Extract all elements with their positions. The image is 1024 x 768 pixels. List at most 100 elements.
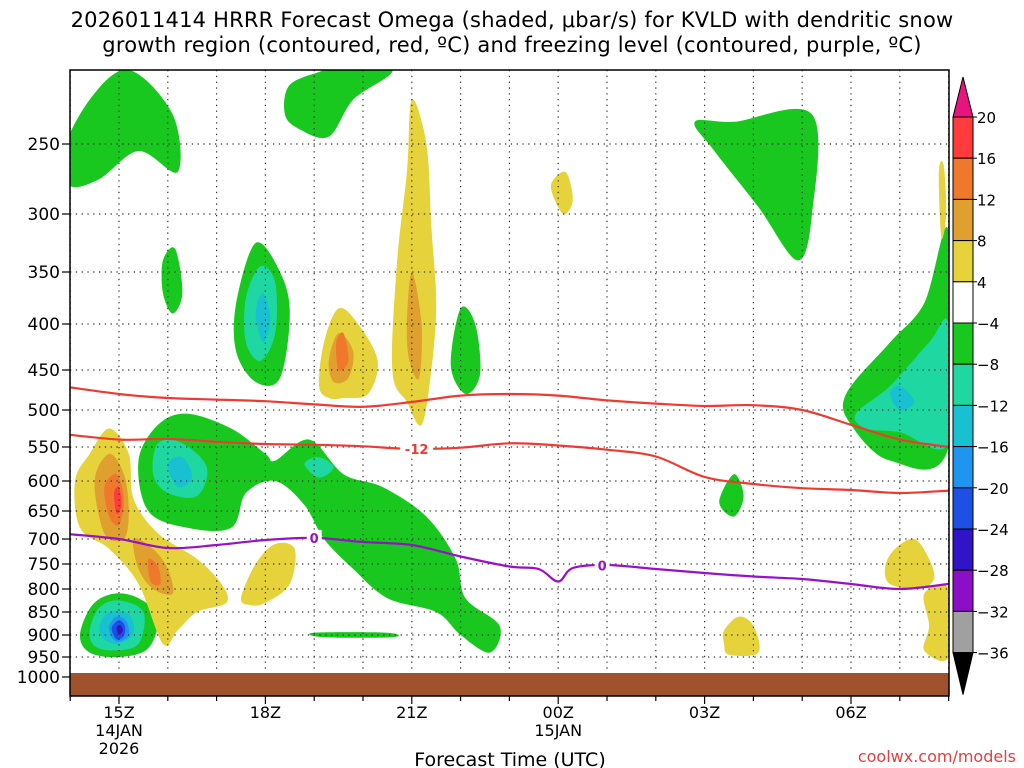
colorbar-swatch-2	[952, 198, 974, 242]
x-tick-sublabel-15Z-0: 14JAN	[95, 721, 143, 740]
y-tick-label-950: 950	[28, 648, 60, 668]
omega-region-m4	[694, 108, 819, 261]
contour-label-bg-2-1	[594, 557, 610, 574]
y-tick-label-800: 800	[28, 580, 60, 600]
omega-region-p12	[147, 558, 161, 586]
chart-title-line-1: 2026011414 HRRR Forecast Omega (shaded, …	[70, 8, 954, 32]
omega-region-m8	[304, 457, 334, 478]
y-axis: 250 300 350 400 450 500 550 600 650 700 750 800 850 9…	[17, 135, 70, 688]
colorbar-swatch-0	[952, 116, 974, 159]
colorbar-bottom-arrow	[952, 652, 974, 695]
colorbar-label-7: −12	[977, 397, 1009, 415]
colorbar-label-6: −8	[977, 356, 999, 374]
omega-region-p4	[391, 99, 437, 426]
colorbar-swatch-9	[952, 487, 974, 530]
y-tick-label-900: 900	[28, 626, 60, 646]
x-tick-label-15Z: 15Z	[103, 703, 134, 722]
y-tick-label-700: 700	[28, 530, 60, 550]
colorbar-label-12: −32	[977, 603, 1009, 621]
y-tick-label-500: 500	[28, 401, 60, 421]
colorbar-swatch-7	[952, 404, 974, 448]
omega-region-m8	[854, 318, 949, 450]
colorbar-label-4: 4	[977, 274, 987, 292]
omega-region-p16	[114, 486, 122, 515]
x-tick-label-18Z: 18Z	[250, 703, 281, 722]
omega-region-p4	[923, 584, 949, 662]
y-tick-label-750: 750	[28, 555, 60, 575]
colorbar-swatch-1	[952, 157, 974, 200]
colorbar-label-9: −20	[977, 480, 1009, 498]
colorbar-top-arrow	[952, 76, 974, 118]
y-tick-label-350: 350	[28, 263, 60, 283]
temperature-contours: -12 0 0	[70, 386, 949, 591]
omega-region-p4	[240, 542, 296, 606]
colorbar: 20 16 12 8 4 −4 −8 −12 −16 −20 −24 −28 −32 −36	[952, 76, 1009, 695]
omega-region-p8	[406, 272, 423, 380]
contour-line-1	[70, 433, 949, 495]
ground-fill	[70, 673, 949, 696]
ground-bar	[70, 673, 949, 696]
y-tick-label-550: 550	[28, 438, 60, 458]
colorbar-swatch-12	[952, 610, 974, 654]
contour-line-0	[70, 386, 949, 449]
colorbar-swatch-8	[952, 446, 974, 489]
x-tick-label-06Z: 06Z	[835, 703, 866, 722]
x-tick-label-03Z: 03Z	[689, 703, 720, 722]
omega-region-m4	[450, 306, 481, 395]
omega-region-m4	[284, 70, 393, 139]
contour-label-1-0: -12	[405, 443, 429, 458]
x-axis-label: Forecast Time (UTC)	[414, 749, 605, 768]
omega-region-m4	[719, 474, 744, 517]
omega-region-m4	[309, 632, 399, 638]
colorbar-swatch-4	[952, 281, 974, 324]
omega-region-m12	[890, 385, 915, 411]
y-tick-label-450: 450	[28, 361, 60, 381]
x-tick-sublabel-15Z-1: 2026	[99, 739, 140, 758]
y-tick-label-250: 250	[28, 135, 60, 155]
x-tick-sublabel-00Z-0: 15JAN	[534, 721, 582, 740]
omega-region-m4	[138, 413, 501, 653]
contour-label-bg-1-0	[400, 440, 434, 457]
x-tick-label-00Z: 00Z	[543, 703, 574, 722]
omega-region-p12	[104, 473, 124, 526]
omega-region-p4	[550, 171, 573, 215]
omega-region-p4	[722, 616, 760, 657]
chart-title-line-2: growth region (contoured, red, ºC) and f…	[102, 33, 922, 57]
contour-label-2-0: 0	[310, 532, 319, 547]
colorbar-label-13: −36	[977, 645, 1009, 663]
y-tick-label-600: 600	[28, 472, 60, 492]
y-tick-label-850: 850	[28, 603, 60, 623]
colorbar-swatch-11	[952, 569, 974, 612]
colorbar-label-10: −24	[977, 521, 1009, 539]
colorbar-label-3: 8	[977, 233, 987, 251]
colorbar-label-5: −4	[977, 315, 999, 333]
colorbar-label-2: 12	[977, 191, 996, 209]
omega-region-m4	[70, 70, 181, 188]
colorbar-swatch-6	[952, 363, 974, 406]
contour-label-bg-2-0	[306, 529, 322, 546]
omega-region-p4	[884, 538, 935, 590]
colorbar-label-8: −16	[977, 439, 1009, 457]
omega-region-m4	[161, 247, 183, 314]
y-tick-label-1000: 1000	[17, 668, 60, 688]
x-tick-label-21Z: 21Z	[396, 703, 427, 722]
y-tick-label-650: 650	[28, 502, 60, 522]
omega-region-m12	[167, 456, 193, 488]
omega-region-p4	[938, 160, 947, 239]
omega-region-p12	[335, 332, 349, 371]
omega-region-m24	[116, 624, 123, 636]
colorbar-label-11: −28	[977, 562, 1009, 580]
colorbar-swatch-3	[952, 240, 974, 283]
colorbar-swatch-5	[952, 322, 974, 365]
y-tick-label-400: 400	[28, 315, 60, 335]
contour-label-2-1: 0	[598, 559, 607, 574]
y-tick-label-300: 300	[28, 205, 60, 225]
contour-line-2	[70, 533, 949, 591]
credit-text: coolwx.com/models	[858, 747, 1016, 766]
omega-region-m12	[255, 292, 271, 343]
colorbar-swatch-10	[952, 528, 974, 571]
colorbar-label-1: 16	[977, 150, 996, 168]
omega-shading	[70, 70, 949, 662]
